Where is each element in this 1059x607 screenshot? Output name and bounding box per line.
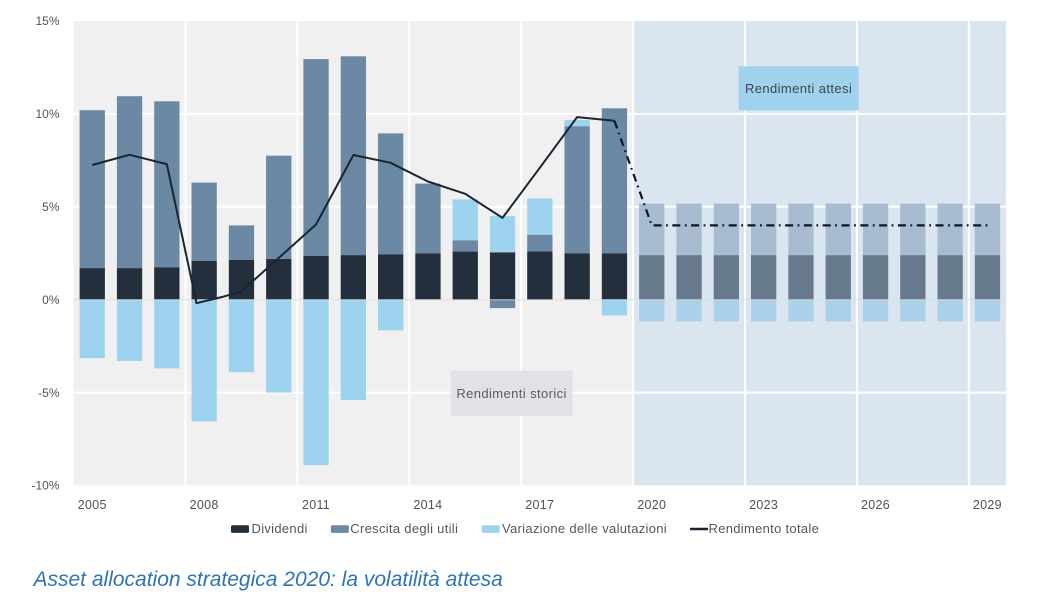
svg-text:Variazione delle valutazioni: Variazione delle valutazioni: [502, 521, 667, 536]
svg-text:Rendimenti storici: Rendimenti storici: [456, 386, 567, 401]
svg-text:2011: 2011: [302, 498, 330, 512]
svg-text:Dividendi: Dividendi: [252, 521, 308, 536]
svg-text:2017: 2017: [525, 498, 554, 512]
svg-text:2029: 2029: [973, 498, 1002, 512]
svg-text:2023: 2023: [749, 498, 778, 512]
svg-text:0%: 0%: [42, 293, 60, 307]
svg-text:5%: 5%: [42, 200, 60, 214]
svg-text:2014: 2014: [413, 498, 442, 512]
svg-text:15%: 15%: [35, 14, 59, 28]
svg-text:-5%: -5%: [38, 386, 60, 400]
svg-text:2020: 2020: [637, 498, 666, 512]
svg-text:-10%: -10%: [31, 479, 59, 493]
svg-text:Rendimenti attesi: Rendimenti attesi: [745, 81, 852, 96]
svg-text:2026: 2026: [861, 498, 890, 512]
svg-text:10%: 10%: [35, 107, 59, 121]
svg-text:2008: 2008: [190, 498, 219, 512]
svg-text:Rendimento totale: Rendimento totale: [709, 521, 820, 536]
svg-text:Asset allocation strategica 20: Asset allocation strategica 2020: la vol…: [32, 568, 503, 591]
svg-text:2005: 2005: [78, 498, 107, 512]
svg-text:Crescita degli utili: Crescita degli utili: [350, 521, 458, 536]
